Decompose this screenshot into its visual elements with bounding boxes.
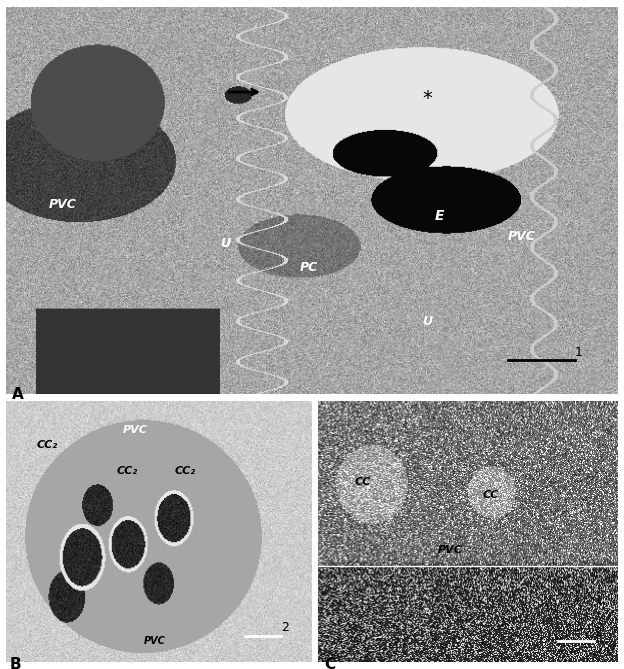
Text: CC₂: CC₂ — [175, 466, 195, 476]
Text: PVC: PVC — [438, 545, 463, 555]
Text: PC: PC — [300, 260, 318, 274]
Text: CC: CC — [354, 477, 371, 487]
Text: E: E — [434, 209, 444, 223]
Text: *: * — [422, 89, 432, 108]
Text: 1: 1 — [575, 346, 583, 359]
Text: B: B — [9, 657, 21, 669]
Text: U: U — [220, 237, 230, 250]
Text: 2: 2 — [594, 626, 602, 639]
Text: PVC: PVC — [144, 636, 165, 646]
Text: PVC: PVC — [508, 229, 535, 242]
Text: C: C — [324, 657, 335, 669]
Text: 2: 2 — [281, 621, 290, 634]
Text: CC: CC — [483, 490, 499, 500]
Text: CC₂: CC₂ — [116, 466, 137, 476]
Text: A: A — [12, 387, 24, 402]
Text: U: U — [422, 315, 432, 328]
Text: PVC: PVC — [122, 425, 147, 435]
Text: PVC: PVC — [49, 199, 77, 211]
Text: CC₂: CC₂ — [37, 440, 58, 450]
